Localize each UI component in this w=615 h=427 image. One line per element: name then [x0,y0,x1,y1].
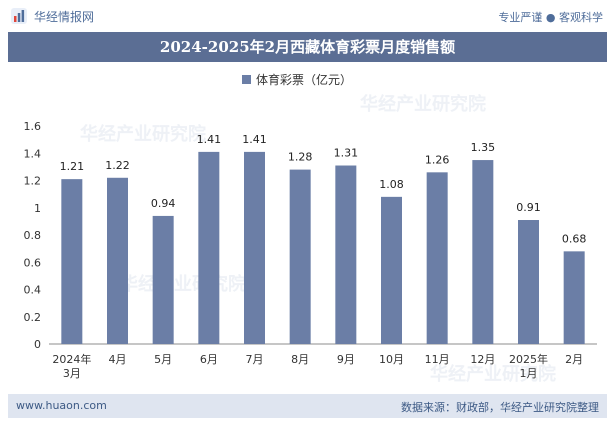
x-tick-label: 12月 [470,353,495,366]
y-tick-label: 1 [34,202,41,215]
x-tick-label: 6月 [200,353,218,366]
bar-value-label: 1.35 [471,141,496,154]
bar-chart: 体育彩票（亿元） 00.20.40.60.811.21.41.6 1.21 1.2… [24,72,597,380]
y-tick-label: 1.6 [24,120,42,133]
y-tick-label: 1.2 [24,175,42,188]
x-tick-label: 8月 [291,353,309,366]
y-tick-label: 0.8 [24,229,42,242]
x-tick-label: 7月 [246,353,264,366]
chart-title: 2024-2025年2月西藏体育彩票月度销售额 [159,38,456,56]
bar [381,196,402,344]
bar-value-label: 1.31 [334,147,359,160]
x-axis-labels: 2024年 3月 4月 5月 6月 7月 8月 9月 10月 11月 12月 2025年 1月 2月 [52,352,583,380]
x-tick-label: 4月 [109,353,127,366]
brand-logo-icon [11,8,27,24]
brand-name: 华经情报网 [34,9,95,24]
y-tick-label: 0.6 [24,256,42,269]
x-tick-label: 2024年 3月 [52,352,91,380]
bar-value-label: 1.22 [105,159,130,172]
legend-label: 体育彩票（亿元） [256,72,352,87]
bar-value-label: 1.41 [197,133,222,146]
bar [152,215,174,344]
bar [518,220,539,344]
legend-swatch [242,75,251,84]
bar [198,151,220,344]
bar-value-label: 1.26 [425,153,450,166]
bar-value-label: 1.21 [60,160,85,173]
chart-legend: 体育彩票（亿元） [242,72,352,87]
bar [472,160,494,344]
x-tick-label: 11月 [425,353,450,366]
bar [335,165,357,344]
bar-value-label: 1.08 [379,178,404,191]
brand: 华经情报网 [10,7,94,25]
y-axis: 0 0.2 0.4 0.6 0.8 1 1.2 1.4 1.6 [24,120,42,351]
bar [244,151,265,344]
y-tick-label: 1.4 [24,147,42,160]
bars: 1.21 1.22 0.94 1.41 1.41 1.28 1.31 1.08 1.26 1.35… [60,133,587,344]
title-bar: 2024-2025年2月西藏体育彩票月度销售额 [8,32,607,62]
bar-value-label: 1.28 [288,151,313,164]
y-tick-label: 0.2 [24,311,42,324]
bar [107,177,128,344]
bar-value-label: 0.94 [151,197,176,210]
bar [426,172,448,344]
tagline: 专业严谨 ● 客观科学 [498,11,603,24]
x-tick-label: 2025年 1月 [509,352,548,380]
bar [61,179,83,344]
y-tick-label: 0.4 [24,284,42,297]
x-tick-label: 9月 [337,353,355,366]
y-tick-label: 0 [34,338,41,351]
bar [289,169,311,344]
bar-value-label: 0.91 [516,201,541,214]
footer-site: www.huaon.com [16,399,107,412]
bar [563,251,585,344]
top-bar: 华经情报网 专业严谨 ● 客观科学 [0,0,615,32]
bar-value-label: 0.68 [562,232,587,245]
footer-source: 数据来源：财政部，华经产业研究院整理 [401,401,599,414]
footer-bar: www.huaon.com 数据来源：财政部，华经产业研究院整理 [8,394,607,418]
x-tick-label: 5月 [154,353,172,366]
x-tick-label: 10月 [379,353,404,366]
bar-value-label: 1.41 [242,133,267,146]
x-tick-label: 2月 [565,353,583,366]
